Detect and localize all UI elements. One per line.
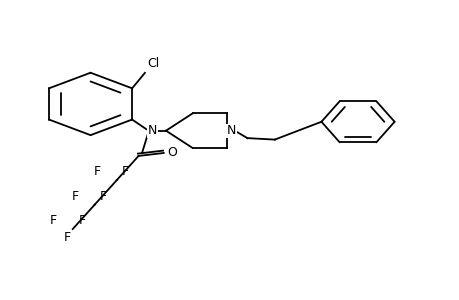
- Text: N: N: [226, 124, 235, 137]
- Text: N: N: [147, 124, 157, 137]
- Text: F: F: [63, 232, 71, 244]
- Text: O: O: [167, 146, 177, 160]
- Text: F: F: [100, 190, 107, 203]
- Text: F: F: [50, 214, 56, 227]
- Text: F: F: [93, 166, 101, 178]
- Text: F: F: [71, 190, 78, 203]
- Text: F: F: [122, 166, 129, 178]
- Text: F: F: [78, 214, 85, 227]
- Text: Cl: Cl: [147, 57, 159, 70]
